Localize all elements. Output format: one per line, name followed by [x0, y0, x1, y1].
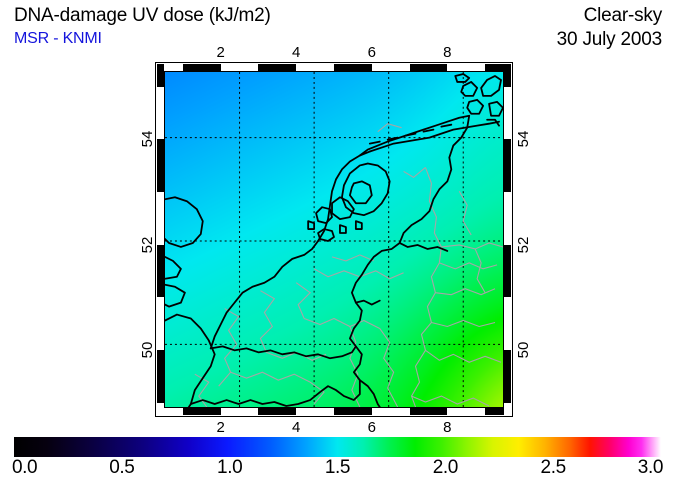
lon-tick-bottom-6: 6	[367, 419, 376, 436]
colorbar-tick-2-5: 2.5	[540, 457, 567, 478]
uv-dose-raster	[165, 72, 503, 407]
map-frame-band-top	[157, 64, 511, 71]
uv-dose-colorbar[interactable]	[14, 437, 661, 457]
lon-tick-bottom-4: 4	[292, 419, 301, 436]
date-label: 30 July 2003	[556, 29, 663, 50]
coastlines-and-borders	[165, 73, 503, 407]
source-label: MSR - KNMI	[14, 30, 102, 47]
colorbar-container[interactable]	[14, 437, 661, 457]
colorbar-tick-labels: 0.0 0.5 1.0 1.5 2.0 2.5 3.0	[0, 457, 676, 479]
lat-tick-left-54: 54	[139, 131, 156, 148]
colorbar-tick-0-0: 0.0	[12, 457, 38, 478]
colorbar-tick-0-5: 0.5	[109, 457, 135, 478]
sky-condition-label: Clear-sky	[583, 5, 663, 26]
colorbar-tick-2-0: 2.0	[432, 457, 459, 478]
lon-tick-bottom-2: 2	[216, 419, 225, 436]
map-vector-overlay	[165, 72, 503, 407]
lon-tick-top-8: 8	[443, 44, 452, 61]
map-outer-border	[155, 62, 513, 417]
map-frame	[155, 62, 513, 417]
lat-tick-left-52: 52	[139, 236, 156, 254]
lat-tick-right-50: 50	[515, 341, 532, 359]
lon-tick-top-6: 6	[367, 44, 376, 61]
lon-tick-top-2: 2	[216, 44, 225, 61]
rivers-and-admin	[194, 123, 503, 407]
lon-tick-bottom-8: 8	[443, 419, 452, 436]
lat-tick-left-50: 50	[139, 341, 156, 359]
map-frame-band-left	[157, 64, 164, 415]
colorbar-tick-1-5: 1.5	[324, 457, 351, 478]
colorbar-tick-1-0: 1.0	[217, 457, 243, 478]
lon-tick-top-4: 4	[292, 44, 301, 61]
uv-dose-field	[165, 72, 503, 407]
lat-tick-right-52: 52	[515, 236, 532, 254]
colorbar-tick-3-0: 3.0	[637, 457, 664, 478]
page-title: DNA-damage UV dose (kJ/m2)	[14, 5, 271, 26]
map-frame-band-bottom	[157, 408, 511, 415]
lat-tick-right-54: 54	[515, 131, 532, 148]
map-plot-area[interactable]	[164, 71, 504, 408]
map-frame-band-right	[504, 64, 511, 415]
